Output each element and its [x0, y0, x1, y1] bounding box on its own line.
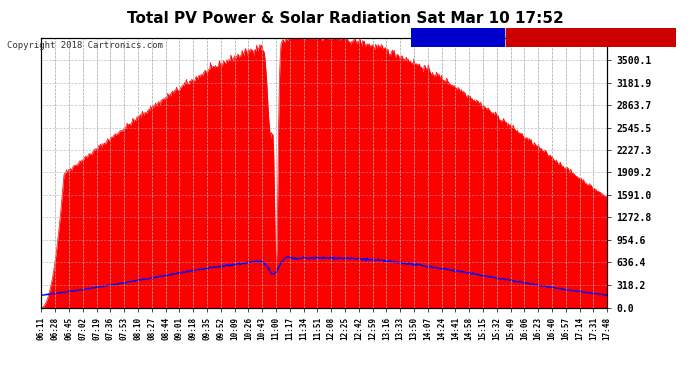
Text: Copyright 2018 Cartronics.com: Copyright 2018 Cartronics.com	[7, 41, 163, 50]
Text: Radiation (w/m2): Radiation (w/m2)	[413, 33, 499, 42]
Text: Total PV Power & Solar Radiation Sat Mar 10 17:52: Total PV Power & Solar Radiation Sat Mar…	[127, 11, 563, 26]
Bar	[411, 28, 504, 47]
Text: PV Panels (DC Watts): PV Panels (DC Watts)	[535, 33, 642, 42]
Bar	[506, 28, 676, 47]
